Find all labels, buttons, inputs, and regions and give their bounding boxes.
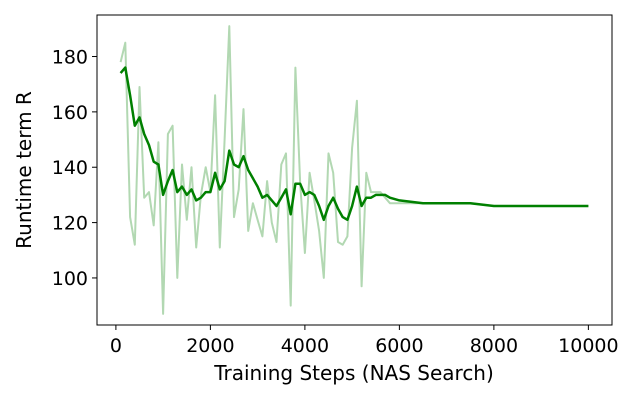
y-axis-ticks: 100 120 140 160 180 (52, 47, 97, 290)
x-tick-label: 10000 (558, 335, 618, 357)
x-axis-label: Training Steps (NAS Search) (213, 361, 494, 385)
y-tick-label: 120 (52, 213, 88, 235)
x-tick-label: 6000 (375, 335, 423, 357)
plot-lines (119, 25, 589, 315)
y-axis-label: Runtime term R (12, 91, 36, 249)
smoothed-series-line (119, 66, 589, 222)
y-tick-label: 140 (52, 157, 88, 179)
y-tick-label: 180 (52, 47, 88, 69)
plot-frame (96, 14, 613, 326)
y-tick-label: 100 (52, 268, 88, 290)
x-axis-ticks: 0 2000 4000 6000 8000 10000 (110, 325, 619, 357)
raw-series-line (119, 25, 589, 315)
x-tick-label: 0 (110, 335, 122, 357)
x-tick-label: 8000 (470, 335, 518, 357)
x-tick-label: 2000 (186, 335, 234, 357)
x-tick-label: 4000 (281, 335, 329, 357)
y-tick-label: 160 (52, 102, 88, 124)
